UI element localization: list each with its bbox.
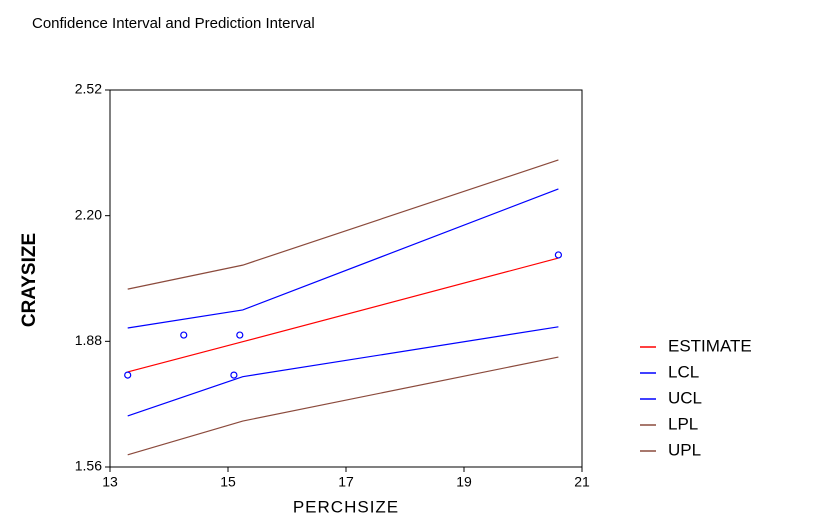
x-tick-label: 19 [456, 474, 472, 490]
series-line [127, 326, 559, 417]
data-point [180, 331, 188, 339]
chart-title: Confidence Interval and Prediction Inter… [32, 15, 315, 32]
legend-label: LCL [668, 362, 699, 381]
x-axis-label: PERCHSIZE [293, 497, 399, 516]
x-tick-label: 13 [102, 474, 118, 490]
y-tick-label: 1.88 [75, 332, 102, 348]
series-line [127, 188, 559, 329]
series-line [127, 257, 559, 373]
y-tick-label: 2.20 [75, 206, 102, 222]
series-line [127, 356, 559, 456]
legend-label: UCL [668, 388, 702, 407]
legend-label: LPL [668, 414, 698, 433]
legend-label: ESTIMATE [668, 336, 752, 355]
data-point [236, 331, 244, 339]
x-tick-label: 15 [220, 474, 236, 490]
y-axis-label: CRAYSIZE [19, 233, 40, 327]
legend-label: UPL [668, 440, 701, 459]
series-line [127, 159, 559, 290]
data-point [554, 251, 563, 259]
y-tick-label: 2.52 [75, 81, 102, 97]
x-tick-label: 17 [338, 474, 354, 490]
y-tick-label: 1.56 [75, 458, 102, 474]
x-tick-label: 21 [574, 474, 590, 490]
data-point [124, 371, 132, 379]
data-point [230, 371, 238, 379]
